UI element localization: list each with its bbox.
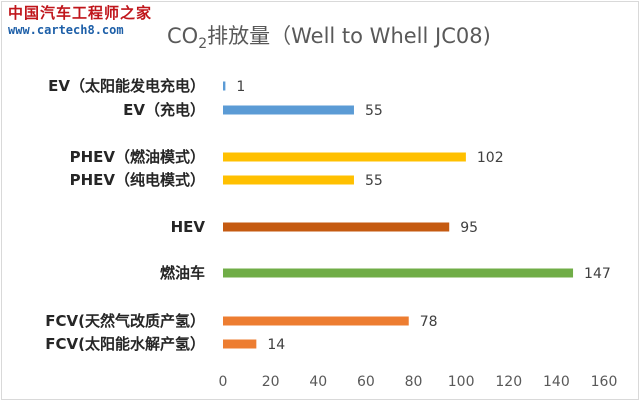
- bar-4: [223, 222, 450, 232]
- value-label-1: 55: [365, 103, 383, 119]
- value-labels-group: 1 55 102 55 95 147 78 14: [236, 79, 610, 353]
- category-label-7: FCV(太阳能水解产氢）: [45, 335, 205, 353]
- bar-3: [223, 175, 354, 185]
- x-tick-label-6: 120: [495, 374, 522, 390]
- category-label-3: PHEV（纯电模式）: [70, 171, 205, 189]
- chart-title-suffix: 排放量（Well to Whell JC08): [207, 24, 491, 48]
- category-label-0: EV（太阳能发电充电）: [48, 77, 205, 95]
- x-tick-label-3: 60: [357, 374, 375, 390]
- bar-1: [223, 105, 354, 115]
- x-tick-label-1: 20: [262, 374, 280, 390]
- bar-2: [223, 152, 466, 162]
- category-label-2: PHEV（燃油模式）: [70, 148, 205, 166]
- value-label-6: 78: [420, 314, 438, 330]
- x-tick-label-4: 80: [405, 374, 423, 390]
- chart-title-subscript: 2: [198, 36, 207, 52]
- value-label-7: 14: [267, 337, 285, 353]
- category-label-5: 燃油车: [160, 264, 205, 282]
- watermark-site-name: 中国汽车工程师之家: [8, 4, 153, 22]
- watermark-url: www.cartech8.com: [8, 23, 124, 37]
- x-tick-label-2: 40: [309, 374, 327, 390]
- x-tick-label-5: 100: [448, 374, 475, 390]
- category-labels-group: EV（太阳能发电充电） EV（充电） PHEV（燃油模式） PHEV（纯电模式） HEV…: [45, 77, 205, 353]
- category-label-4: HEV: [171, 218, 206, 236]
- bars-group: [223, 81, 574, 349]
- value-label-3: 55: [365, 173, 383, 189]
- category-label-6: FCV(天然气改质产氢）: [45, 312, 205, 330]
- bar-7: [223, 339, 257, 349]
- value-label-2: 102: [477, 150, 504, 166]
- watermark: 中国汽车工程师之家 www.cartech8.com: [8, 4, 153, 37]
- value-label-0: 1: [236, 79, 245, 95]
- bar-0: [223, 81, 226, 91]
- chart-title-prefix: CO: [167, 24, 198, 48]
- bar-6: [223, 316, 409, 326]
- category-label-1: EV（充电）: [123, 101, 205, 119]
- bar-5: [223, 268, 574, 278]
- x-tick-label-8: 160: [591, 374, 618, 390]
- chart-title: CO2排放量（Well to Whell JC08): [167, 24, 491, 52]
- x-tick-label-7: 140: [543, 374, 570, 390]
- x-axis-ticks-group: 0 20 40 60 80 100 120 140 160: [219, 374, 618, 390]
- x-tick-label-0: 0: [219, 374, 228, 390]
- value-label-5: 147: [584, 266, 611, 282]
- value-label-4: 95: [460, 220, 478, 236]
